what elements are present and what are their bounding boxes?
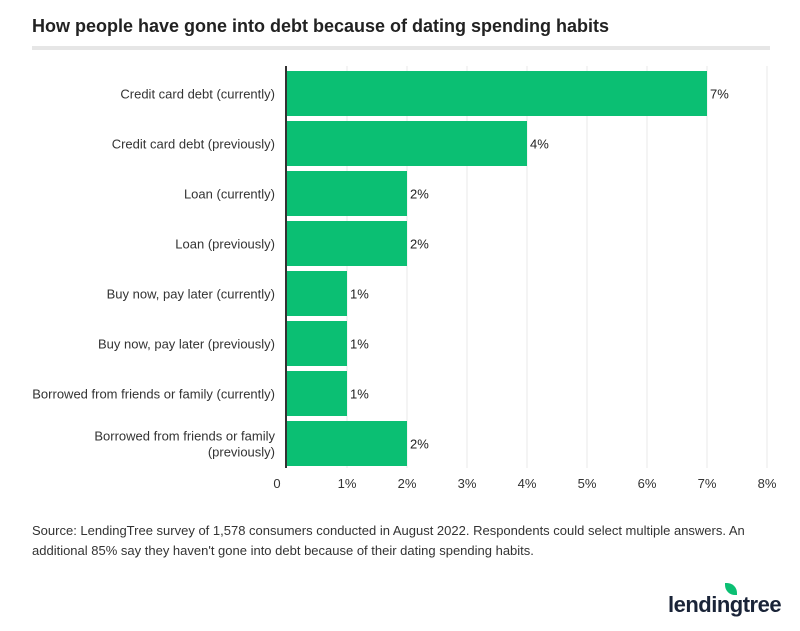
category-label: Credit card debt (previously)	[112, 137, 275, 152]
category-label: Loan (currently)	[184, 187, 275, 202]
x-tick-label: 8%	[758, 476, 777, 491]
x-tick-label: 7%	[698, 476, 717, 491]
x-tick-label: 0	[273, 476, 280, 491]
data-label: 4%	[530, 137, 549, 152]
x-tick-label: 5%	[578, 476, 597, 491]
bar	[287, 421, 407, 466]
title-divider	[32, 46, 770, 50]
category-label: Borrowed from friends or family (current…	[32, 387, 275, 402]
bar	[287, 371, 347, 416]
bar	[287, 271, 347, 316]
data-label: 1%	[350, 287, 369, 302]
bar	[287, 221, 407, 266]
data-label: 2%	[410, 237, 429, 252]
bar	[287, 171, 407, 216]
category-label: Buy now, pay later (previously)	[98, 337, 275, 352]
category-label: Buy now, pay later (currently)	[107, 287, 275, 302]
x-tick-label: 6%	[638, 476, 657, 491]
x-tick-label: 2%	[398, 476, 417, 491]
data-label: 2%	[410, 187, 429, 202]
chart-title: How people have gone into debt because o…	[32, 16, 610, 36]
bar	[287, 321, 347, 366]
category-label: Loan (previously)	[175, 237, 275, 252]
category-label: (previously)	[208, 445, 275, 460]
data-label: 1%	[350, 337, 369, 352]
x-tick-label: 1%	[338, 476, 357, 491]
bar	[287, 71, 707, 116]
leaf-icon	[725, 583, 737, 595]
data-label: 7%	[710, 87, 729, 102]
data-label: 2%	[410, 437, 429, 452]
category-label: Credit card debt (currently)	[120, 87, 275, 102]
bar	[287, 121, 527, 166]
data-label: 1%	[350, 387, 369, 402]
x-tick-label: 3%	[458, 476, 477, 491]
source-note: Source: LendingTree survey of 1,578 cons…	[32, 523, 745, 558]
logo-text: lendingtree	[668, 592, 782, 617]
lendingtree-logo: lendingtree	[668, 583, 782, 619]
x-tick-label: 4%	[518, 476, 537, 491]
category-label: Borrowed from friends or family	[94, 429, 275, 444]
